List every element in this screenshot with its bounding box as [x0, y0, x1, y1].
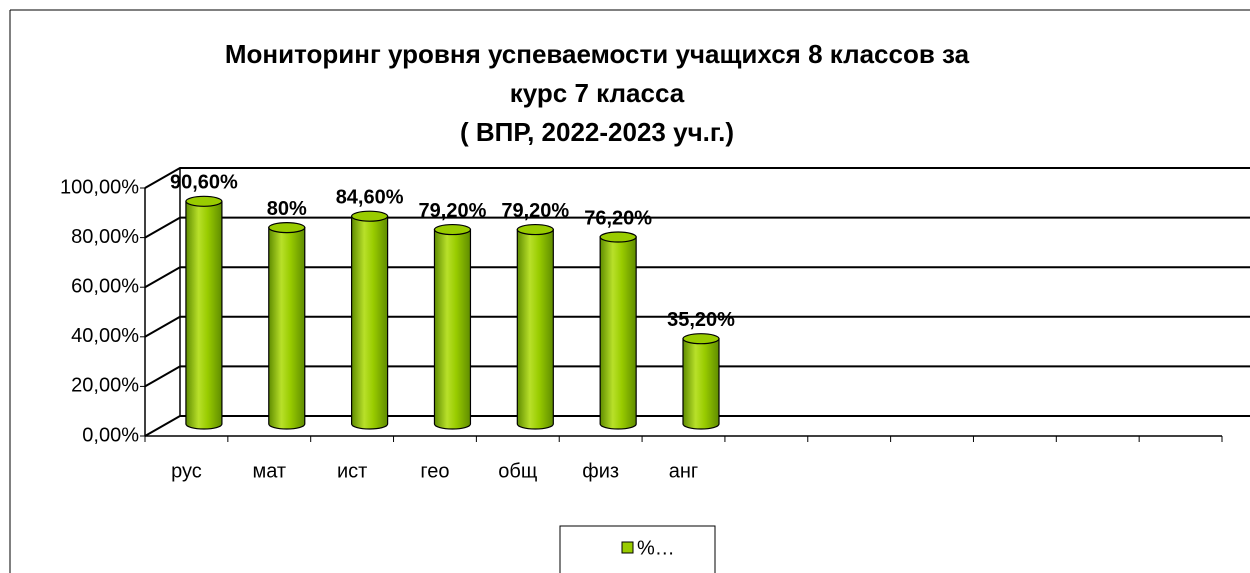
- bar-top: [599, 231, 637, 243]
- grid-line: [144, 266, 1250, 289]
- bar-body: [682, 338, 720, 430]
- x-tick-label: рус: [171, 460, 202, 482]
- y-tick-label: 100,00%: [60, 176, 139, 198]
- y-tick-label: 80,00%: [71, 226, 139, 248]
- data-label: 84,60%: [336, 186, 404, 208]
- data-label: 90,60%: [170, 172, 238, 194]
- x-tick-label: гео: [420, 460, 449, 482]
- data-label: 79,20%: [419, 200, 487, 222]
- grid-line: [144, 365, 1250, 388]
- bar-top: [433, 223, 472, 236]
- data-label: 76,20%: [584, 207, 652, 229]
- bar-body: [185, 200, 223, 430]
- x-tick-label: анг: [669, 460, 698, 482]
- bar: [185, 195, 223, 430]
- bar-top: [268, 222, 306, 234]
- bar: [433, 223, 472, 430]
- grid-line: [144, 415, 1250, 437]
- x-tick-label: физ: [582, 460, 619, 482]
- bar-top: [516, 223, 554, 236]
- bar: [516, 223, 554, 430]
- chart-title: Мониторинг уровня успеваемости учащихся …: [225, 39, 970, 69]
- x-tick-label: мат: [252, 460, 286, 482]
- bar-body: [268, 227, 306, 430]
- bar-body: [599, 236, 637, 430]
- grid-line: [144, 167, 1250, 189]
- chart-title: курс 7 класса: [510, 78, 685, 108]
- bar: [268, 222, 306, 430]
- bar-top: [351, 210, 389, 222]
- bar-body: [516, 228, 554, 430]
- data-label: 80%: [267, 198, 307, 220]
- legend-label: %…: [637, 537, 675, 559]
- y-tick-label: 60,00%: [71, 275, 139, 297]
- legend-swatch: [621, 541, 634, 554]
- bar: [351, 210, 389, 430]
- y-tick-label: 20,00%: [71, 375, 139, 397]
- data-label: 79,20%: [501, 200, 569, 222]
- bar: [599, 231, 637, 430]
- bar-body: [351, 215, 389, 430]
- x-tick-label: общ: [498, 460, 537, 482]
- chart-title: ( ВПР, 2022-2023 уч.г.): [460, 117, 734, 147]
- y-tick-label: 40,00%: [71, 325, 139, 347]
- grid-line: [144, 315, 1250, 338]
- bar-top: [185, 195, 223, 207]
- legend-box: [559, 525, 716, 573]
- y-tick-label: 0,00%: [82, 424, 139, 446]
- bar: [682, 333, 720, 430]
- grid-line: [144, 216, 1250, 239]
- bar-top: [682, 333, 720, 345]
- data-label: 35,20%: [667, 309, 735, 331]
- x-tick-label: ист: [337, 460, 367, 482]
- bar-body: [433, 228, 472, 430]
